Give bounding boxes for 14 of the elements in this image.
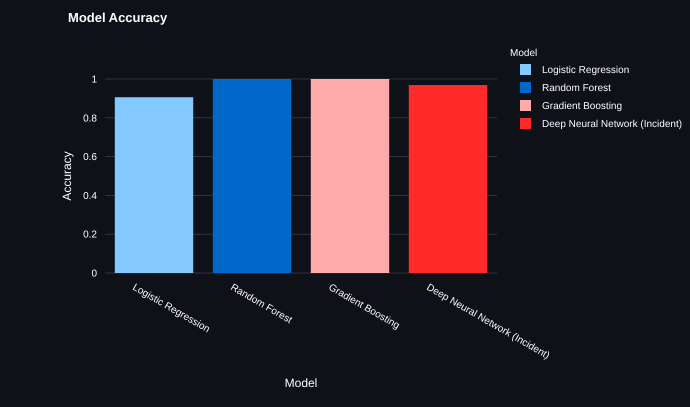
- legend-label: Logistic Regression: [542, 65, 630, 76]
- y-tick-label: 0.6: [83, 152, 98, 164]
- y-tick-label: 0.2: [83, 230, 98, 241]
- x-axis-title: Model: [284, 376, 318, 390]
- y-axis-title: Accuracy: [60, 151, 74, 201]
- legend-label: Random Forest: [542, 83, 612, 94]
- chart-title: Model Accuracy: [68, 10, 168, 25]
- legend-title: Model: [510, 48, 538, 59]
- legend-label: Gradient Boosting: [542, 101, 622, 112]
- y-tick-label: 0.4: [83, 190, 98, 202]
- y-tick-label: 1: [91, 74, 98, 86]
- y-tick-label: 0.8: [83, 113, 98, 124]
- legend-label: Deep Neural Network (Incident): [542, 119, 682, 130]
- y-tick-label: 0: [91, 268, 98, 280]
